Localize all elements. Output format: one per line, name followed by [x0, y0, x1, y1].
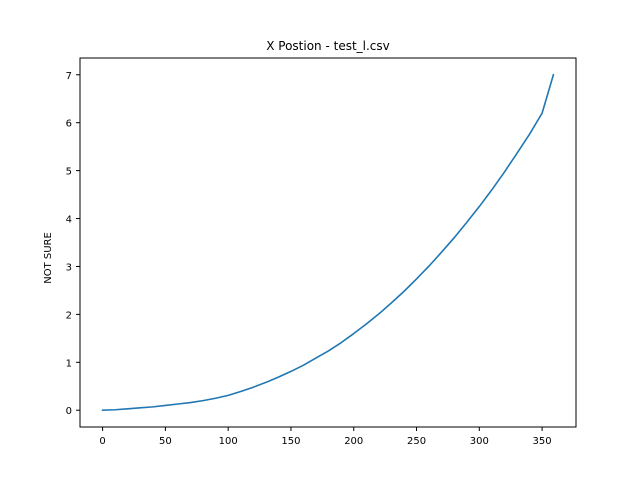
- series-line: [101, 73, 555, 412]
- x-tick-label: 50: [159, 436, 172, 447]
- y-tick-label: 7: [66, 71, 72, 82]
- plot-frame: [79, 57, 577, 428]
- y-tick-label: 6: [66, 119, 72, 130]
- y-tick-label: 4: [66, 215, 72, 226]
- x-tick-label: 300: [470, 436, 489, 447]
- x-tick-label: 0: [99, 436, 105, 447]
- x-tick-label: 200: [344, 436, 363, 447]
- x-tick-label: 100: [219, 436, 238, 447]
- y-axis-title: NOT SURE: [43, 232, 54, 284]
- y-tick-label: 5: [66, 167, 72, 178]
- y-tick-label: 3: [66, 262, 72, 273]
- y-tick-label: 1: [66, 358, 72, 369]
- x-tick-label: 350: [533, 436, 552, 447]
- x-tick-label: 150: [281, 436, 300, 447]
- y-tick-label: 2: [66, 310, 72, 321]
- chart-title: X Postion - test_l.csv: [266, 39, 390, 53]
- axis-ticks: 0 50 100 150 200 250 300 350 0 1 2 3 4 5 6 7: [66, 71, 552, 447]
- series-layer: [101, 73, 555, 412]
- y-tick-label: 0: [66, 406, 72, 417]
- x-tick-label: 250: [407, 436, 426, 447]
